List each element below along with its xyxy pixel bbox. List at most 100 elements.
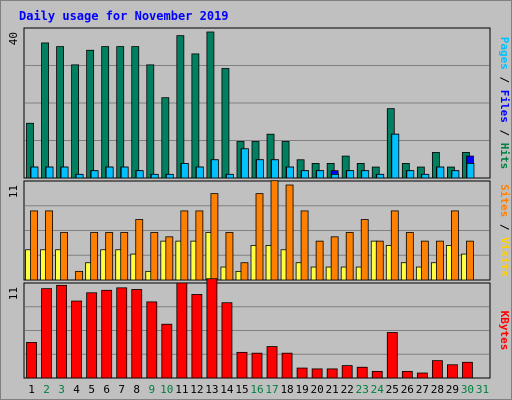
sites-bar [315,240,324,281]
x-tick-label: 12 [190,383,203,396]
hits-bar [206,31,215,179]
sites-bar [45,210,53,281]
kbytes-bar [251,352,263,379]
axis-title-part: Files [498,90,511,123]
pages-bar [466,162,475,179]
sites-bar [255,193,264,281]
kbytes-bar [221,302,233,379]
pages-bar [421,173,430,179]
pages-bar [436,166,445,179]
axis-title-part: / [498,123,511,143]
x-tick-label: 23 [356,383,369,396]
kbytes-bar [191,294,203,379]
x-tick-label: 5 [88,383,95,396]
pages-bar [180,162,189,179]
visits-panel-ymax-label: 11 [7,185,20,198]
x-axis-labels: 1 2 3 4 5 6 7 8 9 10 11 12 13 14 15 16 17 18 19 20 21 22 23 24 2… [28,383,489,396]
sites-bar [165,236,174,281]
hits-bar [341,155,350,179]
pages-bar [241,148,249,179]
sites-bar [210,193,219,281]
hits-bar [371,166,380,179]
hits-panel-axis-title: Pages / Files / Hits [498,37,511,170]
kbytes-bar [146,301,158,379]
x-tick-label: 24 [371,383,385,396]
x-tick-label: 15 [235,383,248,396]
x-tick-label: 17 [265,383,278,396]
x-tick-label: 4 [73,383,80,396]
pages-bar [286,166,294,179]
hits-bar [416,166,425,179]
pages-bar [376,173,385,179]
axis-title-part: / [498,70,511,90]
kbytes-bar [86,292,98,379]
kbytes-bar [447,364,458,379]
axis-title-part: / [498,217,511,237]
pages-bar [135,170,144,179]
sites-bar [451,210,459,281]
x-tick-label: 19 [295,383,308,396]
x-tick-label: 27 [416,383,429,396]
sites-bar [435,240,444,281]
hits-bar [146,64,155,179]
visits-panel: 11 Sites / Visits [7,180,511,281]
hits-bar [296,159,305,179]
pages-bar [195,166,204,179]
kbytes-bar [386,332,398,379]
hits-bar [131,46,140,179]
pages-bar [331,173,340,179]
x-tick-label: 8 [133,383,140,396]
axis-title-part: Pages [498,37,511,70]
pages-bar [120,166,129,179]
hits-bar [161,97,170,179]
kbytes-bar [41,288,52,379]
sites-bar [466,240,474,281]
kbytes-bar [56,284,67,379]
kbytes-bar [431,360,443,379]
pages-bar [75,173,84,179]
hits-bar [41,42,49,179]
x-tick-label: 30 [461,383,474,396]
x-tick-label: 16 [250,383,263,396]
x-tick-label: 9 [148,383,155,396]
pages-bar [256,159,264,179]
pages-bar [346,170,355,179]
sites-bar [345,232,354,281]
hits-bar [71,64,80,179]
hits-bar [116,46,125,179]
kbytes-bar [116,287,128,379]
sites-bar [60,232,68,281]
pages-bar [150,173,159,179]
kbytes-bar [236,351,248,379]
sites-bar [405,232,414,281]
x-tick-label: 2 [43,383,50,396]
pages-bar [211,159,219,179]
hits-bar [221,68,230,179]
kbytes-bar [131,289,143,379]
sites-bar [135,219,144,281]
kbytes-bar [356,366,368,379]
kbytes-bar [176,282,188,379]
sites-bar [150,232,159,281]
x-tick-label: 20 [311,383,324,396]
hits-bar [176,35,185,179]
kbytes-bar [296,367,308,379]
sites-bar [390,210,399,281]
sites-bar [300,210,309,281]
sites-bar [240,262,249,281]
x-tick-label: 21 [326,383,339,396]
x-tick-label: 26 [401,383,414,396]
sites-bar [180,210,189,281]
hits-panel-ymax-label: 40 [7,32,20,45]
x-tick-label: 10 [160,383,173,396]
kbytes-bar [326,368,338,379]
pages-bar [361,170,370,179]
x-tick-label: 7 [118,383,125,396]
x-tick-label: 22 [341,383,354,396]
x-tick-label: 14 [220,383,234,396]
pages-bar [30,166,39,179]
pages-bar [316,170,325,179]
kbytes-bar [311,368,323,379]
axis-title-part: Visits [498,237,511,277]
hits-bar [431,152,440,179]
